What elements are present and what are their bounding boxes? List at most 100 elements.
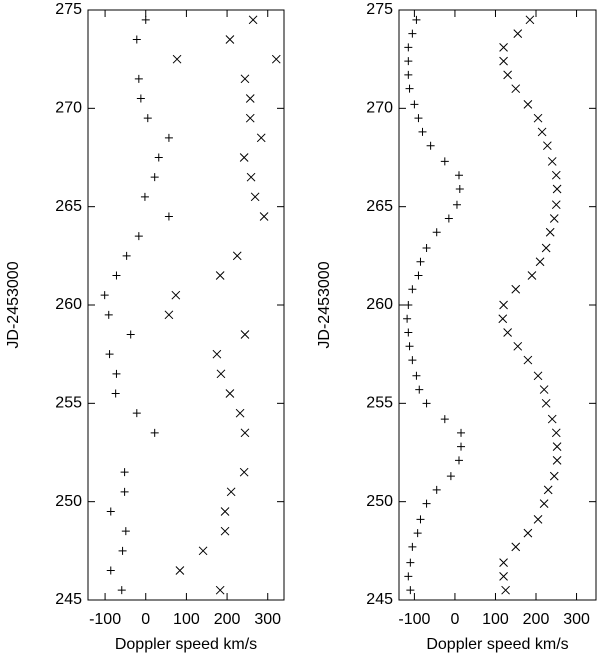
data-point: [232, 251, 242, 261]
y-tick-label: 270: [55, 100, 82, 117]
data-point: [132, 35, 141, 44]
data-point: [235, 408, 245, 418]
data-point: [239, 153, 249, 162]
data-point: [226, 487, 236, 497]
data-point: [122, 251, 131, 260]
data-point: [440, 415, 449, 424]
data-point: [432, 485, 441, 494]
data-point: [171, 290, 181, 300]
x-tick-label: 200: [523, 611, 550, 628]
data-point: [106, 566, 115, 575]
data-point: [245, 113, 255, 123]
data-point: [121, 527, 130, 536]
data-point: [106, 507, 115, 516]
data-point: [511, 542, 521, 552]
data-point: [533, 371, 543, 381]
data-point: [404, 301, 413, 309]
data-point: [120, 487, 129, 496]
x-tick-label: 300: [254, 611, 281, 628]
data-point: [404, 328, 413, 337]
data-point: [543, 485, 553, 495]
data-point: [416, 257, 425, 266]
data-point: [416, 515, 425, 524]
data-point: [552, 184, 562, 194]
data-point: [245, 94, 255, 103]
y-tick-label: 265: [366, 198, 393, 215]
data-point: [240, 74, 250, 84]
y-tick-label: 260: [366, 296, 393, 313]
y-tick-label: 260: [55, 296, 82, 313]
data-point: [454, 171, 463, 180]
data-point: [527, 271, 537, 280]
y-axis-label: JD-2453000: [5, 261, 22, 348]
data-point: [239, 467, 249, 477]
data-point: [112, 369, 121, 378]
y-tick-label: 250: [366, 493, 393, 510]
data-point: [511, 84, 521, 94]
data-point: [422, 499, 431, 508]
data-point: [455, 184, 464, 193]
x-tick-label: 0: [450, 611, 459, 628]
data-point: [551, 170, 561, 180]
data-point: [216, 369, 226, 379]
data-point: [523, 528, 533, 538]
data-point: [552, 442, 562, 451]
data-point: [408, 29, 417, 38]
x-tick-label: -100: [89, 611, 121, 628]
data-point: [408, 542, 417, 551]
data-point: [404, 572, 413, 581]
data-point: [150, 173, 159, 182]
data-point: [543, 141, 552, 151]
y-tick-label: 250: [55, 493, 82, 510]
data-point: [533, 113, 543, 123]
data-point: [408, 285, 417, 294]
y-tick-label: 245: [55, 591, 82, 608]
x-tick-label: 300: [563, 611, 590, 628]
data-point: [408, 356, 417, 365]
x-tick-label: 0: [141, 611, 150, 628]
data-point: [525, 15, 535, 25]
plot-frame: [398, 9, 597, 601]
data-point: [164, 212, 173, 221]
data-point: [111, 389, 120, 398]
data-point: [498, 314, 508, 324]
data-point: [452, 200, 461, 209]
data-point: [422, 243, 431, 252]
data-point: [549, 214, 559, 223]
data-point: [215, 585, 225, 595]
data-point: [440, 157, 449, 166]
data-point: [537, 127, 547, 137]
data-point: [225, 35, 235, 44]
data-point: [150, 428, 159, 437]
data-point: [118, 546, 127, 555]
data-point: [503, 328, 512, 337]
data-point: [404, 70, 413, 79]
data-point: [418, 127, 427, 136]
data-point: [533, 515, 543, 524]
data-point: [552, 456, 562, 465]
data-point: [547, 414, 557, 424]
data-point: [406, 586, 415, 595]
y-tick-label: 265: [55, 198, 82, 215]
data-point: [513, 29, 523, 38]
data-point: [134, 74, 143, 83]
data-point: [551, 200, 561, 210]
data-point: [164, 133, 173, 142]
data-point: [136, 94, 145, 103]
data-point: [220, 526, 230, 536]
plot-frame: [87, 9, 285, 601]
data-point: [405, 342, 414, 351]
data-point: [140, 192, 149, 201]
data-point: [410, 100, 419, 109]
data-point: [549, 471, 559, 481]
data-point: [499, 572, 508, 581]
data-point: [454, 456, 463, 465]
data-point: [499, 558, 508, 567]
data-point: [545, 227, 555, 237]
data-point: [403, 314, 412, 323]
data-point: [220, 507, 230, 516]
data-point: [551, 428, 561, 438]
data-point: [143, 114, 152, 123]
data-point: [117, 586, 126, 595]
